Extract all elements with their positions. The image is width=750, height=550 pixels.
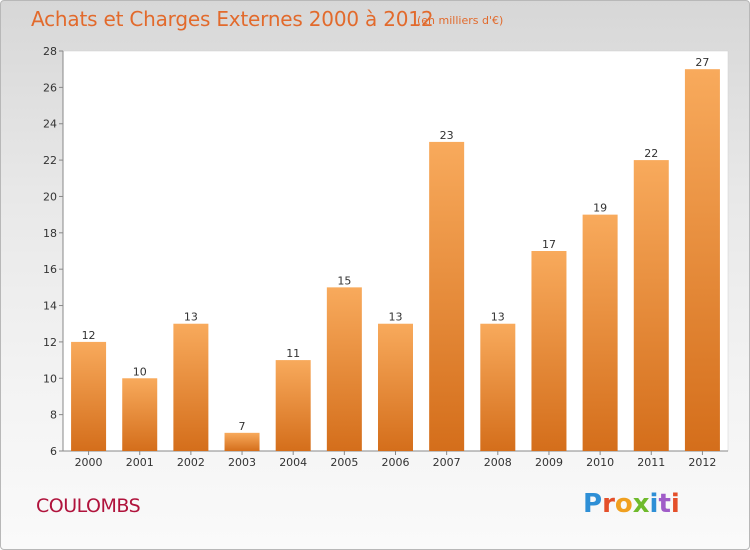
data-label: 17	[542, 238, 556, 251]
bar-2003	[224, 432, 260, 451]
bar-2007	[429, 141, 465, 451]
data-label: 10	[133, 365, 147, 378]
y-tick-label: 22	[43, 154, 57, 167]
bar-2012	[684, 69, 720, 451]
bar-2005	[326, 287, 362, 451]
data-label: 7	[239, 420, 246, 433]
bars-group: 12 10 13 7 11 15 13 23 13 17 19 22 27	[71, 56, 720, 451]
y-tick-label: 18	[43, 227, 57, 240]
bar-2002	[173, 323, 209, 451]
data-label: 11	[286, 347, 300, 360]
data-label: 22	[644, 147, 658, 160]
data-label: 15	[337, 274, 351, 287]
data-label: 27	[695, 56, 709, 69]
y-tick-label: 10	[43, 372, 57, 385]
y-tick-label: 16	[43, 263, 57, 276]
y-tick-label: 20	[43, 190, 57, 203]
chart-subtitle: (en milliers d'€)	[417, 14, 504, 27]
city-name: COULOMBS	[36, 495, 141, 517]
bar-2011	[633, 160, 669, 451]
x-tick-label: 2007	[433, 456, 461, 469]
data-label: 13	[184, 311, 198, 324]
chart-title: Achats et Charges Externes 2000 à 2012	[31, 7, 434, 31]
x-tick-label: 2006	[382, 456, 410, 469]
x-tick-label: 2004	[279, 456, 307, 469]
data-label: 13	[491, 311, 505, 324]
data-label: 19	[593, 202, 607, 215]
x-axis: 2000 2001 2002 2003 2004 2005 2006 2007 2008 2009…	[63, 450, 728, 469]
y-tick-label: 26	[43, 81, 57, 94]
y-tick-label: 12	[43, 336, 57, 349]
y-axis: 6 8 10 12 14 16 18 20 22 24 26 28	[43, 45, 64, 458]
y-tick-label: 6	[50, 445, 57, 458]
data-label: 13	[389, 311, 403, 324]
x-tick-label: 2005	[330, 456, 358, 469]
y-tick-label: 8	[50, 409, 57, 422]
data-label: 12	[82, 329, 96, 342]
x-tick-label: 2001	[126, 456, 154, 469]
x-tick-label: 2008	[484, 456, 512, 469]
x-tick-label: 2009	[535, 456, 563, 469]
x-tick-label: 2012	[688, 456, 716, 469]
bar-2006	[378, 323, 413, 451]
x-tick-label: 2011	[637, 456, 665, 469]
y-tick-label: 28	[43, 45, 57, 58]
x-tick-label: 2002	[177, 456, 205, 469]
proxiti-logo[interactable]: Proxiti	[583, 489, 680, 519]
x-tick-label: 2003	[228, 456, 256, 469]
bar-2004	[275, 360, 311, 451]
bar-2009	[531, 251, 567, 451]
data-label: 23	[440, 129, 454, 142]
bar-2001	[122, 378, 158, 451]
y-tick-label: 14	[43, 300, 57, 313]
bar-2010	[582, 214, 618, 451]
bar-2008	[480, 323, 516, 451]
x-tick-label: 2000	[75, 456, 103, 469]
bar-2000	[71, 341, 107, 451]
y-tick-label: 24	[43, 118, 57, 131]
x-tick-label: 2010	[586, 456, 614, 469]
